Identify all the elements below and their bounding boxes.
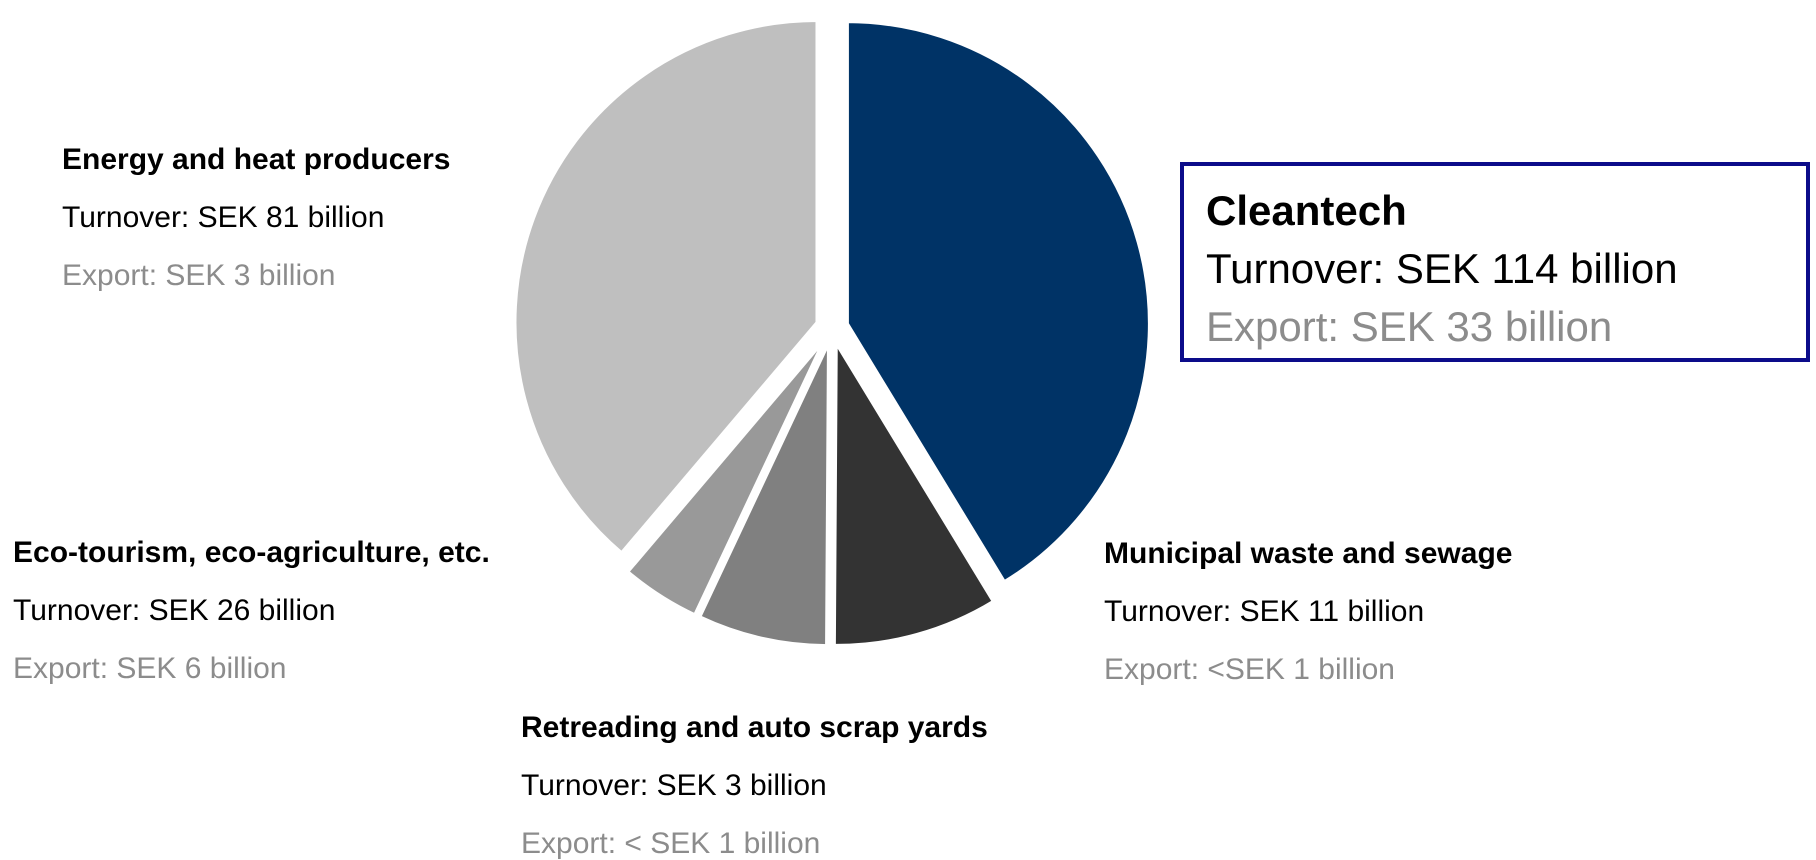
slice-name: Energy and heat producers: [62, 143, 451, 176]
slice-export: Export: SEK 6 billion: [13, 652, 287, 685]
pie-slice-cleantech: [845, 20, 1151, 584]
slice-turnover: Turnover: SEK 11 billion: [1104, 595, 1425, 628]
pie-slice-energy-and-heat-producers: [513, 18, 819, 555]
slice-turnover: Turnover: SEK 114 billion: [1206, 245, 1678, 292]
slice-export: Export: SEK 33 billion: [1206, 303, 1613, 350]
slice-export: Export: < SEK 1 billion: [521, 827, 821, 860]
pie-slice-eco-tourism-eco-agriculture-etc: [625, 340, 825, 617]
cleantech-callout-box: Cleantech Turnover: SEK 114 billion Expo…: [1180, 162, 1810, 362]
slice-export: Export: SEK 3 billion: [62, 259, 336, 292]
slice-turnover: Turnover: SEK 26 billion: [13, 594, 336, 627]
slice-name: Municipal waste and sewage: [1104, 537, 1513, 570]
slice-export: Export: <SEK 1 billion: [1104, 653, 1395, 686]
slice-name: Retreading and auto scrap yards: [521, 711, 988, 744]
pie-slice-municipal-waste-and-sewage: [832, 338, 996, 647]
slice-name: Cleantech: [1206, 187, 1407, 234]
label-energy-heat-producers: Energy and heat producers Turnover: SEK …: [62, 145, 450, 291]
label-eco-tourism: Eco-tourism, eco-agriculture, etc. Turno…: [13, 538, 490, 684]
label-municipal-waste-sewage: Municipal waste and sewage Turnover: SEK…: [1104, 539, 1512, 685]
pie-slice-retreading-and-auto-scrap-yards: [697, 342, 830, 648]
slice-turnover: Turnover: SEK 3 billion: [521, 769, 827, 802]
slice-turnover: Turnover: SEK 81 billion: [62, 201, 385, 234]
label-retreading-scrap-yards: Retreading and auto scrap yards Turnover…: [521, 713, 988, 859]
slice-name: Eco-tourism, eco-agriculture, etc.: [13, 536, 490, 569]
